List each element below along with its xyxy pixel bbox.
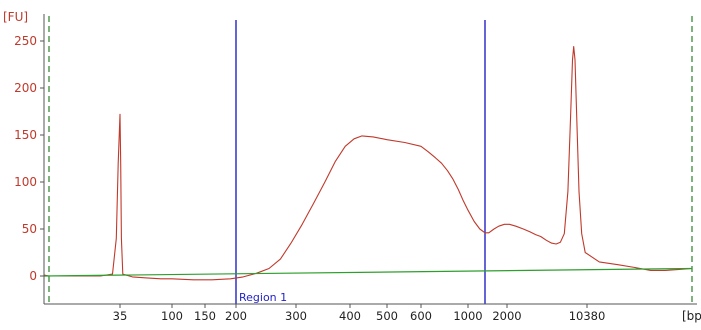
x-tick-label: 400: [339, 309, 361, 323]
y-tick-label: 100: [14, 175, 37, 189]
baseline-line: [43, 267, 693, 277]
x-axis-label: [bp]: [682, 309, 701, 323]
y-tick-label: 50: [22, 222, 37, 236]
x-tick-label: 600: [410, 309, 432, 323]
x-tick-label: 100: [161, 309, 183, 323]
region-label: Region 1: [239, 291, 287, 304]
y-axis-label: [FU]: [3, 10, 28, 24]
plot-area: Region 1: [43, 16, 693, 304]
electropherogram-trace: [43, 46, 693, 281]
x-tick-label: 10380: [569, 309, 606, 323]
x-ticks: 35 100 150 200 300 400 500 600 1000 2000 10380: [113, 304, 606, 323]
y-tick-label: 250: [14, 34, 37, 48]
y-tick-label: 150: [14, 128, 37, 142]
x-tick-label: 500: [376, 309, 398, 323]
x-tick-label: 1000: [453, 309, 482, 323]
x-tick-label: 300: [285, 309, 307, 323]
x-tick-label: 200: [225, 309, 247, 323]
y-ticks: 0 50 100 150 200 250: [14, 34, 44, 283]
x-tick-label: 35: [113, 309, 128, 323]
x-tick-label: 2000: [492, 309, 521, 323]
y-tick-label: 0: [29, 269, 37, 283]
x-tick-label: 150: [194, 309, 216, 323]
y-tick-label: 200: [14, 81, 37, 95]
